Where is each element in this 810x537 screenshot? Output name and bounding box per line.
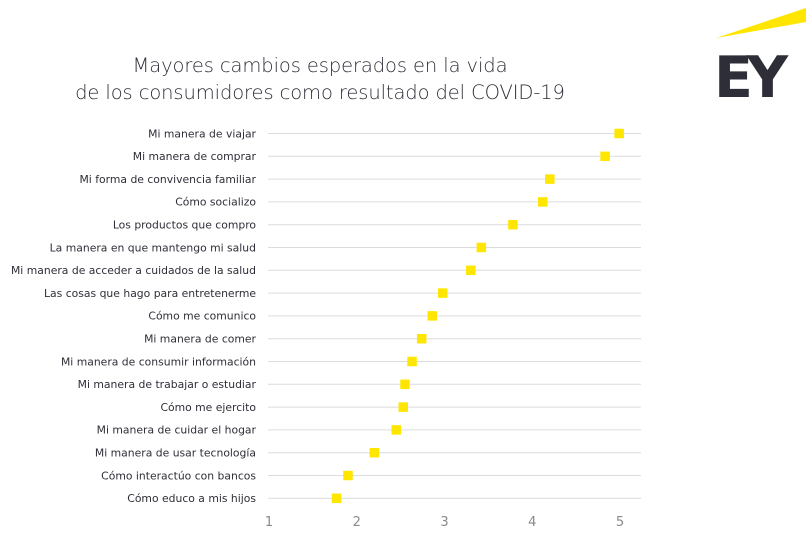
- x-tick-label: 5: [616, 515, 624, 530]
- data-point: [391, 425, 401, 435]
- category-label: Cómo socializo: [175, 196, 256, 209]
- category-label: Las cosas que hago para entretenerme: [44, 287, 256, 300]
- x-tick-label: 4: [528, 515, 536, 530]
- ey-logo: EY: [714, 8, 806, 104]
- data-point: [508, 219, 518, 230]
- category-label: Cómo me comunico: [148, 310, 256, 323]
- data-point: [398, 402, 409, 412]
- category-label: La manera en que mantengo mi salud: [50, 241, 256, 254]
- data-point: [400, 379, 410, 390]
- category-label: Los productos que compro: [113, 219, 257, 232]
- category-label: Mi manera de comer: [144, 333, 256, 346]
- x-tick-label: 1: [265, 515, 273, 530]
- x-tick-label: 3: [440, 515, 448, 530]
- category-label: Mi manera de acceder a cuidados de la sa…: [11, 264, 256, 277]
- category-label: Mi manera de cuidar el hogar: [97, 424, 257, 437]
- category-label: Mi manera de comprar: [133, 150, 257, 163]
- chart-title: Mayores cambios esperados en la vida de …: [40, 52, 600, 106]
- data-point: [437, 288, 448, 298]
- category-label: Mi manera de usar tecnología: [95, 447, 256, 460]
- data-point: [369, 447, 380, 458]
- chart-title-line-1: Mayores cambios esperados en la vida: [132, 54, 508, 77]
- data-point: [466, 265, 476, 276]
- data-point: [545, 174, 555, 184]
- data-point: [331, 493, 342, 504]
- category-label: Cómo me ejercito: [160, 401, 256, 414]
- data-points: [331, 128, 624, 504]
- chart-title-line-2: de los consumidores como resultado del C…: [75, 81, 565, 104]
- category-label: Mi forma de convivencia familiar: [79, 173, 256, 186]
- ey-logo-beam: [716, 8, 806, 38]
- ey-logo-text: EY: [714, 45, 789, 104]
- category-labels: Mi manera de viajar Mi manera de comprar M…: [11, 127, 257, 505]
- data-point: [538, 197, 548, 207]
- data-point: [600, 151, 610, 162]
- category-label: Mi manera de consumir información: [61, 355, 256, 368]
- x-tick-label: 2: [353, 515, 361, 530]
- data-point: [416, 333, 427, 344]
- data-point: [614, 128, 624, 139]
- data-point: [343, 470, 353, 481]
- category-label: Mi manera de viajar: [148, 127, 256, 140]
- category-label: Cómo interactúo con bancos: [101, 469, 256, 482]
- data-point: [476, 242, 487, 253]
- gridlines: [268, 133, 641, 499]
- data-point: [427, 311, 437, 321]
- category-label: Cómo educo a mis hijos: [127, 492, 256, 505]
- category-label: Mi manera de trabajar o estudiar: [78, 378, 257, 391]
- x-axis: 1 2 3 4 5: [265, 515, 624, 530]
- data-point: [407, 356, 417, 367]
